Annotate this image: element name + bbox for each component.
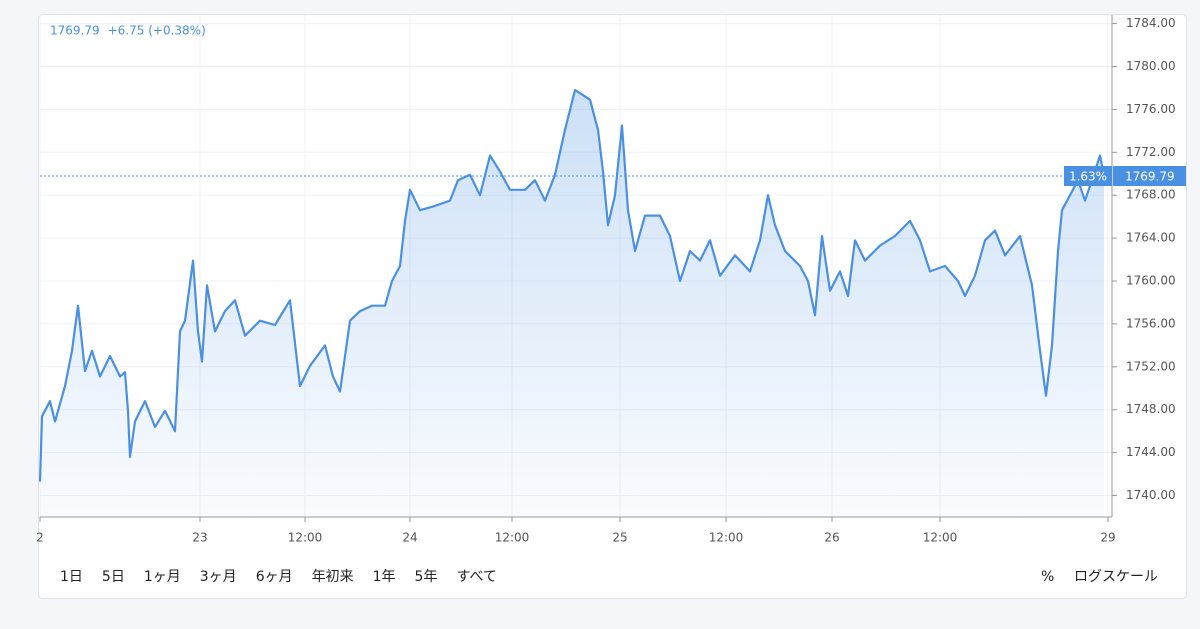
percent-badge (1064, 166, 1112, 187)
range-button[interactable]: 5年 (415, 569, 438, 585)
x-tick-label: 12:00 (288, 531, 323, 545)
range-button[interactable]: 年初来 (312, 568, 354, 585)
range-button[interactable]: すべて (456, 569, 496, 585)
range-button[interactable]: 5日 (102, 569, 125, 585)
range-button[interactable]: 6ヶ月 (256, 569, 293, 585)
y-tick-label: 1748.00 (1126, 402, 1176, 416)
y-tick-label: 1756.00 (1126, 316, 1176, 330)
percent-toggle[interactable]: % (1041, 569, 1054, 585)
x-tick-label: 29 (1100, 531, 1115, 545)
y-tick-label: 1764.00 (1126, 231, 1176, 245)
x-tick-label: 23 (192, 531, 207, 545)
y-tick-label: 1780.00 (1126, 59, 1176, 73)
header-price: 1769.79 (50, 24, 100, 38)
x-tick-label: 2 (36, 531, 44, 545)
price-badge-text: 1769.79 (1125, 170, 1175, 184)
range-button[interactable]: 1日 (60, 569, 83, 585)
percent-badge-text: 1.63% (1069, 170, 1107, 184)
y-tick-label: 1768.00 (1126, 188, 1176, 202)
x-tick-label: 24 (402, 531, 417, 545)
price-badge (1113, 166, 1186, 187)
x-tick-label: 12:00 (709, 531, 744, 545)
range-button[interactable]: 1年 (373, 569, 396, 585)
log-scale-toggle[interactable]: ログスケール (1074, 569, 1158, 585)
x-tick-label: 12:00 (495, 531, 530, 545)
y-tick-label: 1744.00 (1126, 445, 1176, 459)
price-line (38, 89, 1106, 482)
y-tick-label: 1752.00 (1126, 359, 1176, 373)
range-button[interactable]: 3ヶ月 (200, 569, 237, 585)
x-tick-label: 26 (824, 531, 839, 545)
x-tick-label: 12:00 (923, 531, 958, 545)
area-fill (40, 90, 1104, 517)
range-button[interactable]: 1ヶ月 (144, 569, 181, 585)
x-tick-label: 25 (612, 531, 627, 545)
y-tick-label: 1740.00 (1126, 488, 1176, 502)
y-tick-label: 1760.00 (1126, 274, 1176, 288)
header-change: +6.75 (+0.38%) (108, 24, 206, 38)
y-tick-label: 1772.00 (1126, 145, 1176, 159)
y-tick-label: 1776.00 (1126, 102, 1176, 116)
y-tick-label: 1784.00 (1126, 16, 1176, 30)
